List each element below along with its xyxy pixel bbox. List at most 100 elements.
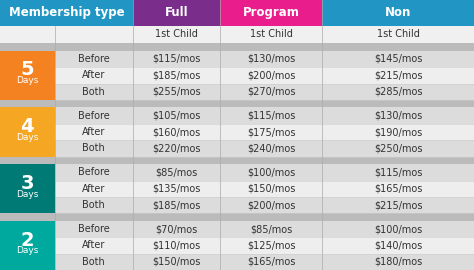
Bar [322, 67, 474, 83]
Text: $185/mos: $185/mos [152, 70, 201, 80]
Bar [0, 51, 55, 100]
Text: $190/mos: $190/mos [374, 127, 422, 137]
Bar [322, 140, 474, 157]
Bar [133, 107, 220, 124]
Bar [55, 254, 133, 270]
Text: $285/mos: $285/mos [374, 87, 422, 97]
Bar [133, 140, 220, 157]
Text: $160/mos: $160/mos [153, 127, 201, 137]
Bar [220, 26, 322, 43]
Text: $150/mos: $150/mos [152, 257, 201, 267]
Bar [0, 26, 133, 43]
Text: Both: Both [82, 257, 105, 267]
Text: $270/mos: $270/mos [247, 87, 296, 97]
Text: Before: Before [78, 54, 109, 64]
Bar [220, 0, 322, 26]
Bar [133, 124, 220, 140]
Text: $100/mos: $100/mos [374, 224, 422, 234]
Bar [0, 0, 133, 26]
Text: After: After [82, 70, 105, 80]
Text: $115/mos: $115/mos [152, 54, 201, 64]
Bar [220, 237, 322, 254]
Text: Before: Before [78, 167, 109, 177]
Bar [0, 157, 474, 164]
Bar [220, 140, 322, 157]
Text: $215/mos: $215/mos [374, 70, 422, 80]
Bar [55, 197, 133, 213]
Bar [55, 237, 133, 254]
Bar [55, 221, 133, 237]
Text: $130/mos: $130/mos [247, 54, 295, 64]
Text: $165/mos: $165/mos [374, 184, 422, 194]
Bar [133, 51, 220, 67]
Bar [133, 254, 220, 270]
Bar [322, 164, 474, 181]
Bar [220, 83, 322, 100]
Text: $150/mos: $150/mos [247, 184, 296, 194]
Bar [322, 237, 474, 254]
Bar [133, 67, 220, 83]
Text: $105/mos: $105/mos [152, 111, 201, 121]
Text: $85/mos: $85/mos [250, 224, 292, 234]
Text: 5: 5 [20, 60, 34, 79]
Text: $240/mos: $240/mos [247, 143, 296, 153]
Text: Days: Days [16, 133, 38, 142]
Bar [0, 213, 474, 221]
Text: After: After [82, 127, 105, 137]
Text: $215/mos: $215/mos [374, 200, 422, 210]
Text: Both: Both [82, 143, 105, 153]
Bar [55, 140, 133, 157]
Bar [220, 197, 322, 213]
Text: $200/mos: $200/mos [247, 70, 296, 80]
Text: 1st Child: 1st Child [155, 29, 198, 39]
Bar [0, 100, 474, 107]
Text: $250/mos: $250/mos [374, 143, 422, 153]
Bar [55, 107, 133, 124]
Bar [322, 221, 474, 237]
Bar [133, 237, 220, 254]
Bar [55, 67, 133, 83]
Bar [55, 51, 133, 67]
Bar [220, 67, 322, 83]
Bar [220, 164, 322, 181]
Text: Program: Program [243, 6, 300, 19]
Bar [133, 181, 220, 197]
Text: Before: Before [78, 224, 109, 234]
Bar [133, 197, 220, 213]
Bar [133, 0, 220, 26]
Text: 4: 4 [20, 117, 34, 136]
Text: $220/mos: $220/mos [152, 143, 201, 153]
Bar [220, 107, 322, 124]
Bar [55, 83, 133, 100]
Bar [220, 181, 322, 197]
Text: Both: Both [82, 200, 105, 210]
Text: $125/mos: $125/mos [247, 240, 296, 251]
Bar [322, 124, 474, 140]
Text: $175/mos: $175/mos [247, 127, 296, 137]
Bar [322, 107, 474, 124]
Text: Before: Before [78, 111, 109, 121]
Text: $130/mos: $130/mos [374, 111, 422, 121]
Bar [322, 26, 474, 43]
Bar [133, 83, 220, 100]
Bar [0, 107, 55, 157]
Text: $115/mos: $115/mos [247, 111, 296, 121]
Text: 1st Child: 1st Child [377, 29, 419, 39]
Text: $165/mos: $165/mos [247, 257, 296, 267]
Bar [220, 124, 322, 140]
Text: $70/mos: $70/mos [155, 224, 198, 234]
Text: $180/mos: $180/mos [374, 257, 422, 267]
Text: $110/mos: $110/mos [153, 240, 201, 251]
Text: Days: Days [16, 190, 38, 199]
Text: Membership type: Membership type [9, 6, 124, 19]
Text: Full: Full [165, 6, 188, 19]
Text: 1st Child: 1st Child [250, 29, 293, 39]
Bar [55, 164, 133, 181]
Text: Days: Days [16, 76, 38, 85]
Bar [220, 51, 322, 67]
Bar [55, 124, 133, 140]
Text: 2: 2 [20, 231, 34, 249]
Text: $140/mos: $140/mos [374, 240, 422, 251]
Text: $145/mos: $145/mos [374, 54, 422, 64]
Text: Non: Non [385, 6, 411, 19]
